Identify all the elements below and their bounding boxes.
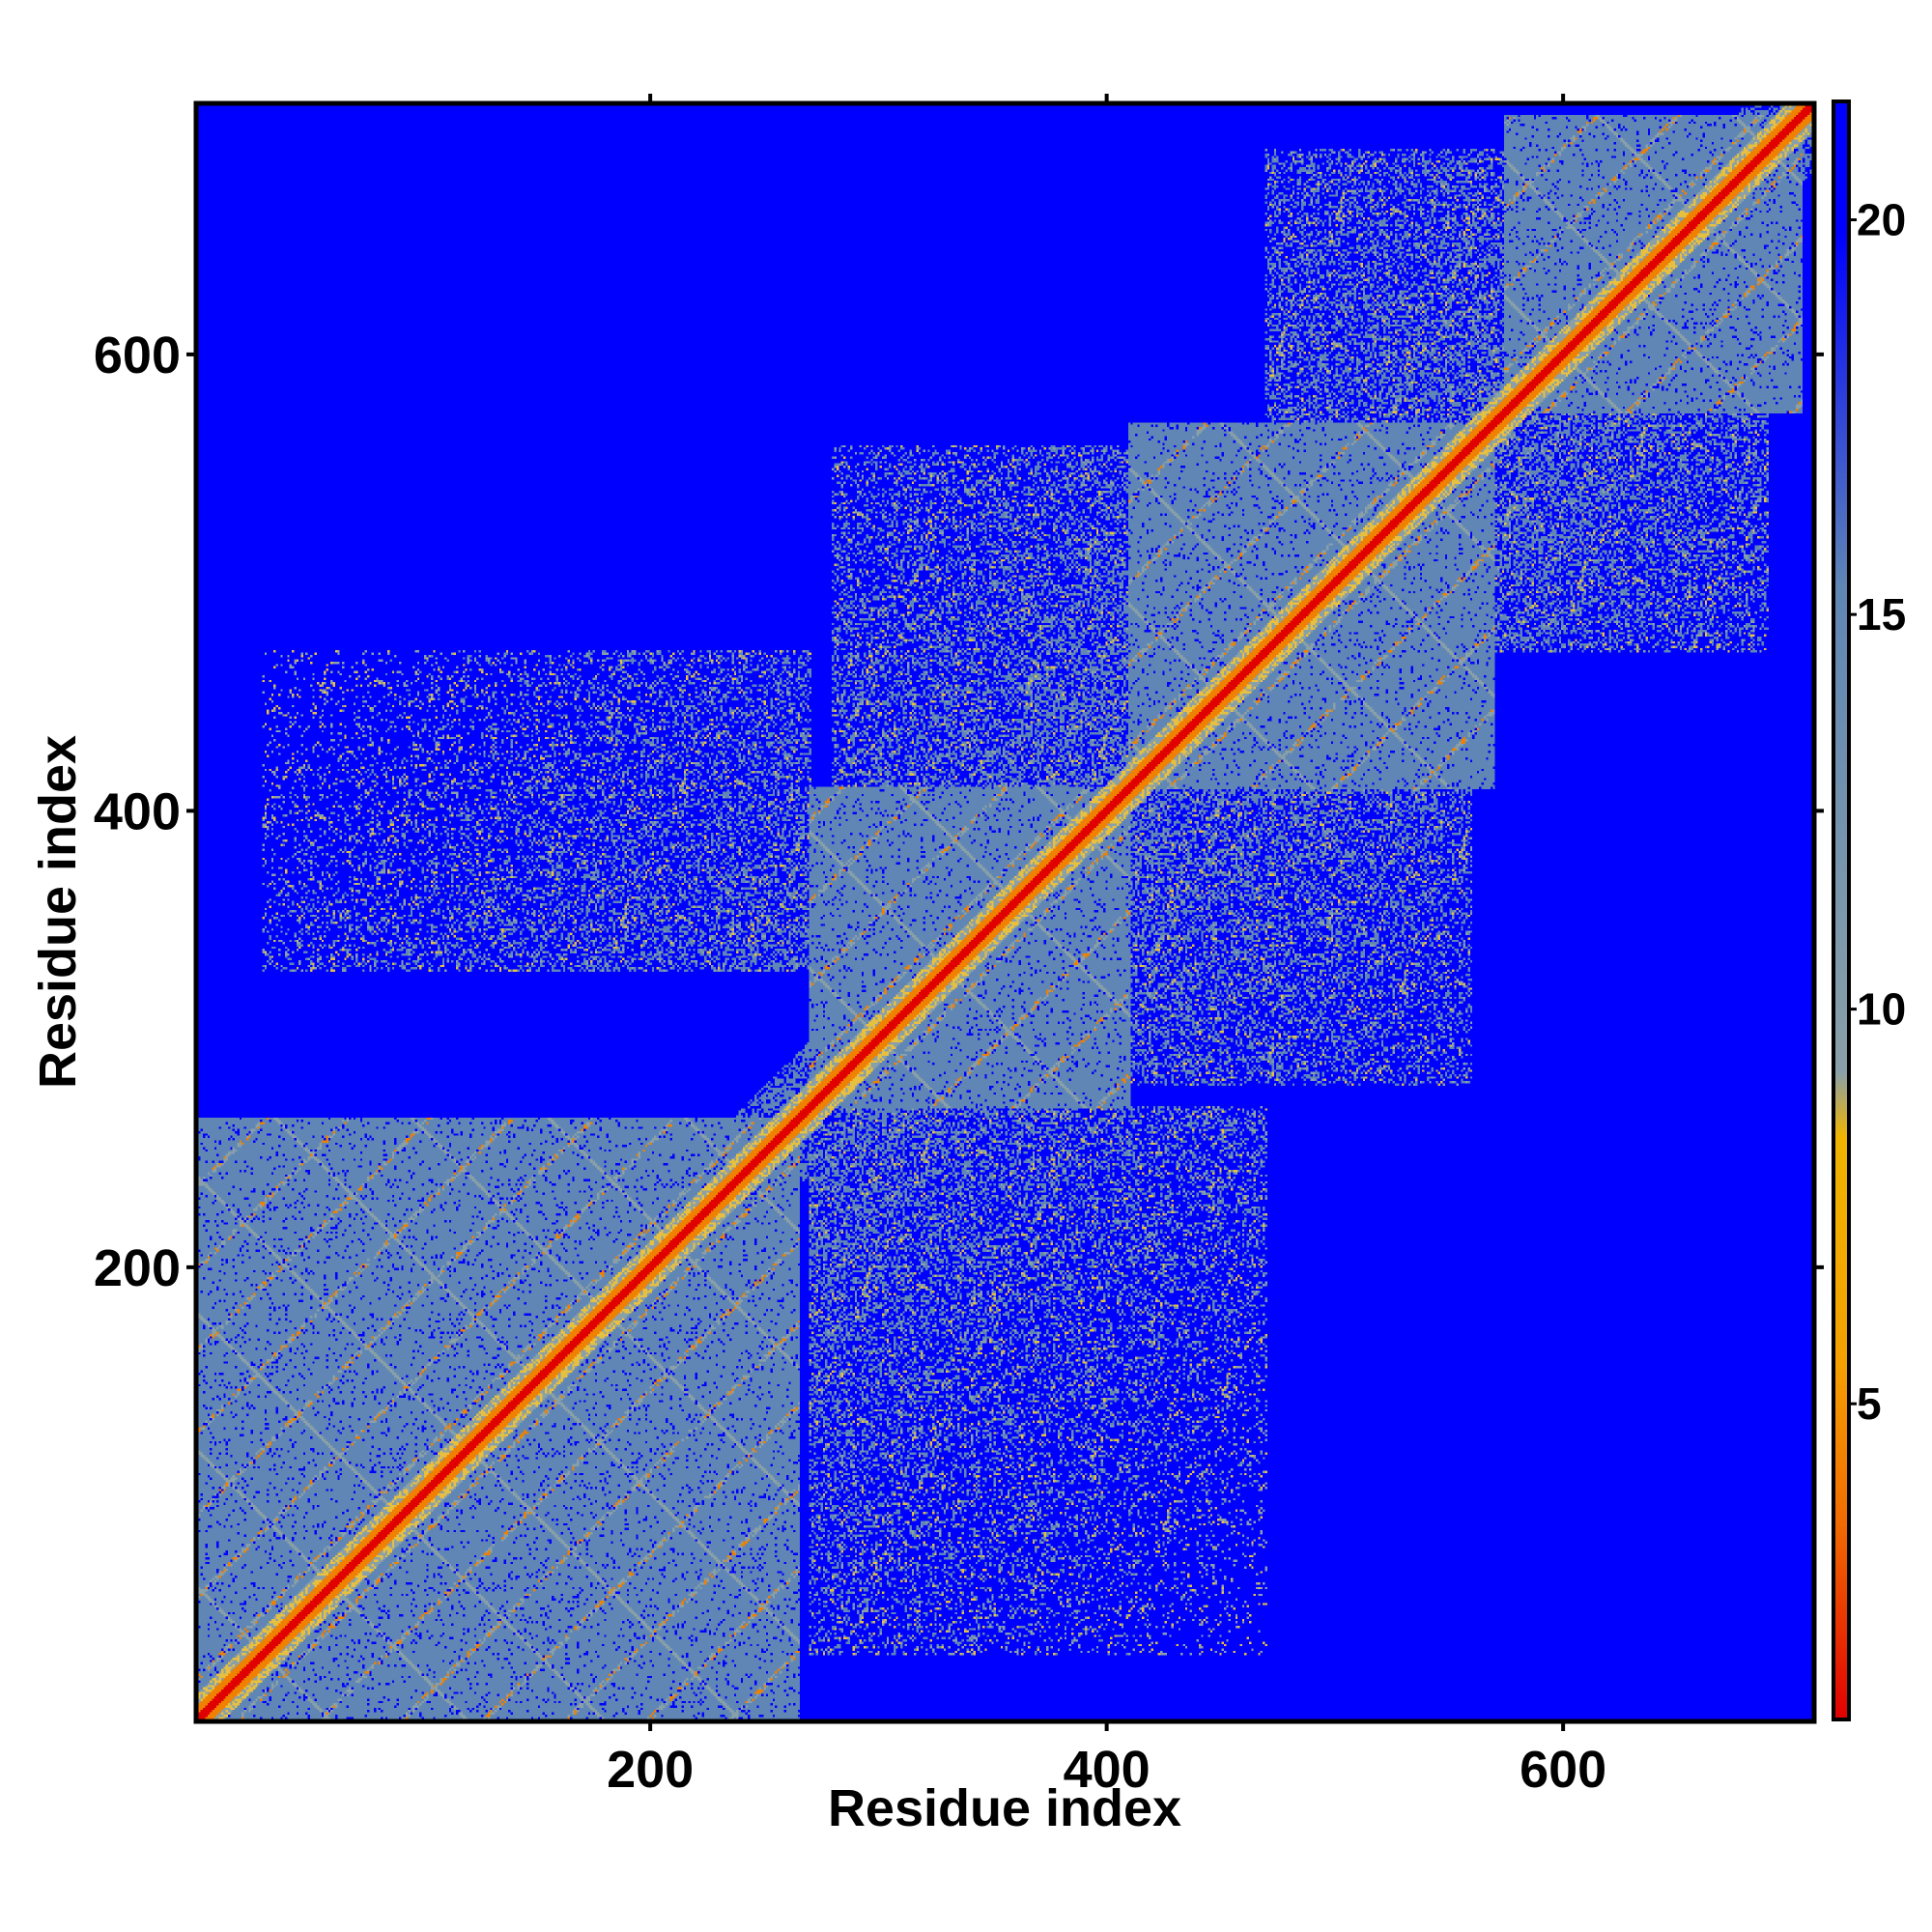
colorbar — [1832, 99, 1851, 1721]
x-axis-label: Residue index — [828, 1779, 1181, 1837]
heatmap-cells — [196, 103, 1814, 1721]
y-tick-label: 400 — [94, 782, 181, 840]
colorbar-tick-label: 15 — [1857, 589, 1906, 639]
y-tick-label: 200 — [94, 1239, 181, 1297]
x-tick-label: 400 — [1064, 1741, 1151, 1799]
y-axis-label: Residue index — [29, 735, 87, 1089]
colorbar-tick-label: 10 — [1857, 984, 1906, 1035]
plot-border — [193, 100, 1817, 1724]
x-tick-label: 200 — [607, 1741, 694, 1799]
colorbar-tick-label: 5 — [1857, 1378, 1882, 1429]
x-tick-label: 600 — [1520, 1741, 1606, 1799]
colorbar-tick-label: 20 — [1857, 195, 1906, 245]
y-tick-label: 600 — [94, 327, 181, 384]
